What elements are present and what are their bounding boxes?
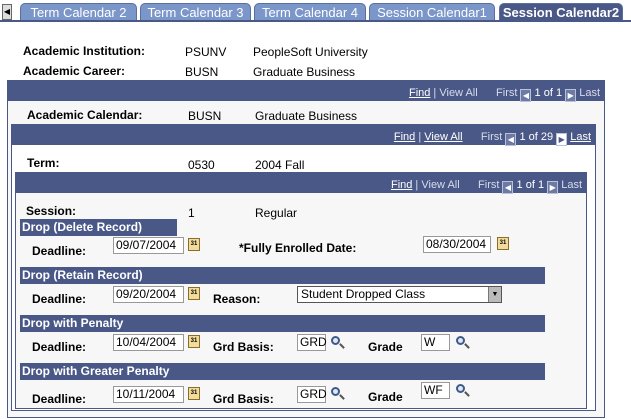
lookup-icon[interactable] [331, 387, 340, 396]
calendar-label: Academic Calendar: [27, 108, 143, 122]
term-nav: Find | View All First ◀ 1 of 29 ▶ Last [393, 131, 591, 146]
calendar-icon[interactable]: 31 [188, 387, 200, 400]
calendar-nav: Find | View All First ◀ 1 of 1 ▶ Last [408, 87, 600, 102]
session-name: Regular [255, 206, 298, 220]
next-arrow-icon: ▶ [547, 181, 559, 194]
career-name: Graduate Business [253, 65, 356, 79]
tab-session-calendar1[interactable]: Session Calendar1 [369, 3, 495, 20]
session-label: Session: [26, 204, 77, 218]
row-count: 1 of 29 [519, 131, 554, 143]
reason-label: Reason: [213, 292, 261, 306]
view-all-link: View All [439, 87, 478, 99]
drop-greater-deadline-input[interactable]: 10/11/2004 [113, 386, 184, 403]
grd-basis-input[interactable]: GRD [297, 386, 327, 403]
grd-basis-input[interactable]: GRD [297, 334, 327, 351]
tab-term-calendar-3[interactable]: Term Calendar 3 [140, 3, 251, 20]
drop-penalty-deadline-input[interactable]: 10/04/2004 [113, 334, 184, 351]
deadline-label: Deadline: [32, 340, 87, 354]
first-label: First [496, 87, 518, 99]
lookup-icon[interactable] [331, 336, 340, 345]
drop-delete-deadline-input[interactable]: 09/07/2004 [113, 237, 184, 254]
last-link[interactable]: Last [570, 131, 591, 143]
grade-input[interactable]: WF [421, 382, 450, 399]
find-link[interactable]: Find [390, 179, 413, 191]
session-code: 1 [188, 206, 195, 220]
drop-retain-deadline-input[interactable]: 09/20/2004 [113, 286, 184, 303]
tab-term-calendar-4[interactable]: Term Calendar 4 [254, 3, 366, 20]
calendar-icon[interactable]: 31 [188, 238, 200, 251]
reason-select[interactable]: Student Dropped Class ▼ [297, 286, 502, 303]
first-label: First [478, 179, 500, 191]
find-link[interactable]: Find [393, 131, 416, 143]
career-label: Academic Career: [23, 64, 126, 78]
deadline-label: Deadline: [32, 292, 87, 306]
reason-value: Student Dropped Class [301, 287, 426, 301]
calendar-icon[interactable]: 31 [188, 287, 200, 300]
next-arrow-icon: ▶ [565, 89, 577, 102]
drop-delete-header: Drop (Delete Record) [20, 219, 177, 236]
first-label: First [480, 131, 503, 143]
lookup-icon[interactable] [456, 336, 465, 345]
grd-basis-label: Grd Basis: [213, 392, 274, 406]
drop-retain-header: Drop (Retain Record) [20, 267, 545, 284]
term-code: 0530 [188, 158, 215, 172]
lookup-icon[interactable] [456, 384, 465, 393]
deadline-label: Deadline: [32, 392, 87, 406]
calendar-icon[interactable]: 31 [497, 237, 509, 250]
calendar-code: BUSN [188, 109, 222, 123]
find-link[interactable]: Find [408, 87, 431, 99]
grade-label: Grade [368, 340, 403, 354]
term-label: Term: [27, 156, 60, 170]
institution-label: Academic Institution: [23, 44, 146, 58]
term-name: 2004 Fall [255, 158, 305, 172]
grade-label: Grade [368, 390, 403, 404]
view-all-link[interactable]: View All [424, 131, 463, 143]
tab-session-calendar2[interactable]: Session Calendar2 [499, 3, 623, 20]
deadline-label: Deadline: [32, 244, 87, 258]
row-count: 1 of 1 [534, 87, 563, 99]
drop-greater-penalty-header: Drop with Greater Penalty [20, 363, 545, 380]
prev-arrow-icon: ◀ [520, 89, 532, 102]
tab-divider [0, 20, 631, 22]
drop-penalty-header: Drop with Penalty [20, 315, 545, 332]
tab-scroll-left[interactable]: ◀ [2, 4, 12, 20]
last-label: Last [579, 87, 600, 99]
institution-code: PSUNV [185, 45, 227, 59]
last-label: Last [561, 179, 582, 191]
row-count: 1 of 1 [516, 179, 545, 191]
fully-enrolled-date-input[interactable]: 08/30/2004 [423, 236, 491, 253]
career-code: BUSN [185, 65, 219, 79]
dropdown-arrow-icon[interactable]: ▼ [488, 287, 501, 302]
tab-term-calendar-2[interactable]: Term Calendar 2 [20, 3, 137, 20]
calendar-name: Graduate Business [255, 109, 358, 123]
institution-name: PeopleSoft University [253, 45, 368, 59]
prev-arrow-icon: ◀ [505, 133, 517, 146]
next-arrow-icon[interactable]: ▶ [556, 133, 568, 146]
grade-input[interactable]: W [421, 334, 450, 351]
session-nav: Find | View All First ◀ 1 of 1 ▶ Last [390, 179, 582, 194]
view-all-link: View All [421, 179, 460, 191]
prev-arrow-icon: ◀ [502, 181, 514, 194]
grd-basis-label: Grd Basis: [213, 340, 274, 354]
calendar-icon[interactable]: 31 [188, 335, 200, 348]
fully-enrolled-label: *Fully Enrolled Date: [239, 241, 357, 255]
